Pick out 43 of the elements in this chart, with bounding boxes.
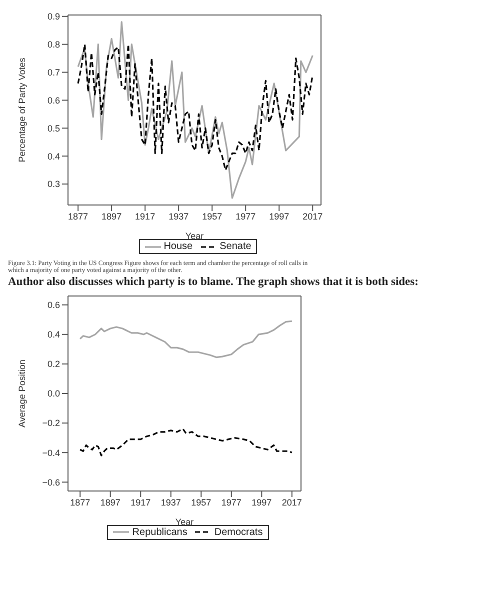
x-tick-label: 1877 — [68, 211, 88, 222]
y-tick-label: −0.6 — [42, 477, 60, 488]
line-series — [79, 428, 293, 456]
x-tick-label: 1897 — [102, 211, 122, 222]
legend-label: Democrats — [213, 526, 263, 538]
y-tick-label: 0.5 — [47, 123, 60, 134]
y-tick-label: 0.7 — [47, 67, 60, 78]
x-axis-title: Year — [175, 516, 194, 527]
y-tick-label: 0.3 — [47, 179, 60, 190]
x-tick-label: 1917 — [130, 497, 151, 508]
y-tick-label: 0.8 — [47, 40, 60, 50]
chart-title: Author also discusses which party is to blame. The graph shows that it is both sides: — [8, 276, 420, 288]
y-tick-label: 0.9 — [47, 12, 60, 22]
x-tick-label: 2017 — [302, 211, 323, 222]
legend-label: House — [162, 241, 193, 252]
x-tick-label: 1897 — [100, 497, 120, 508]
x-tick-label: 1977 — [221, 497, 242, 508]
y-tick-label: 0.2 — [47, 359, 60, 370]
y-tick-label: 0.6 — [47, 95, 60, 106]
x-tick-label: 1957 — [191, 497, 212, 508]
y-tick-label: 0.0 — [47, 388, 60, 399]
legend-label: Republicans — [131, 526, 188, 538]
x-tick-label: 1877 — [70, 497, 90, 508]
x-tick-label: 1977 — [236, 211, 256, 222]
y-axis-title: Percentage of Party Votes — [17, 57, 28, 162]
y-tick-label: 0.6 — [47, 300, 60, 310]
x-tick-label: 1937 — [160, 497, 181, 508]
x-tick-label: 1917 — [135, 211, 156, 222]
x-tick-label: 1957 — [202, 211, 222, 222]
line-series — [77, 44, 314, 171]
y-tick-label: 0.4 — [47, 151, 60, 162]
legend-label: Senate — [218, 241, 252, 252]
x-tick-label: 1997 — [252, 497, 272, 508]
y-tick-label: 0.4 — [47, 330, 60, 340]
x-tick-label: 1937 — [168, 211, 189, 222]
y-axis-title: Average Position — [17, 359, 28, 428]
y-tick-label: −0.2 — [42, 418, 60, 428]
y-tick-label: −0.4 — [42, 448, 60, 458]
line-series — [77, 21, 314, 199]
line-series — [79, 320, 293, 358]
x-axis-title: Year — [185, 231, 204, 241]
x-tick-label: 1997 — [269, 211, 290, 222]
x-tick-label: 2017 — [282, 497, 302, 508]
